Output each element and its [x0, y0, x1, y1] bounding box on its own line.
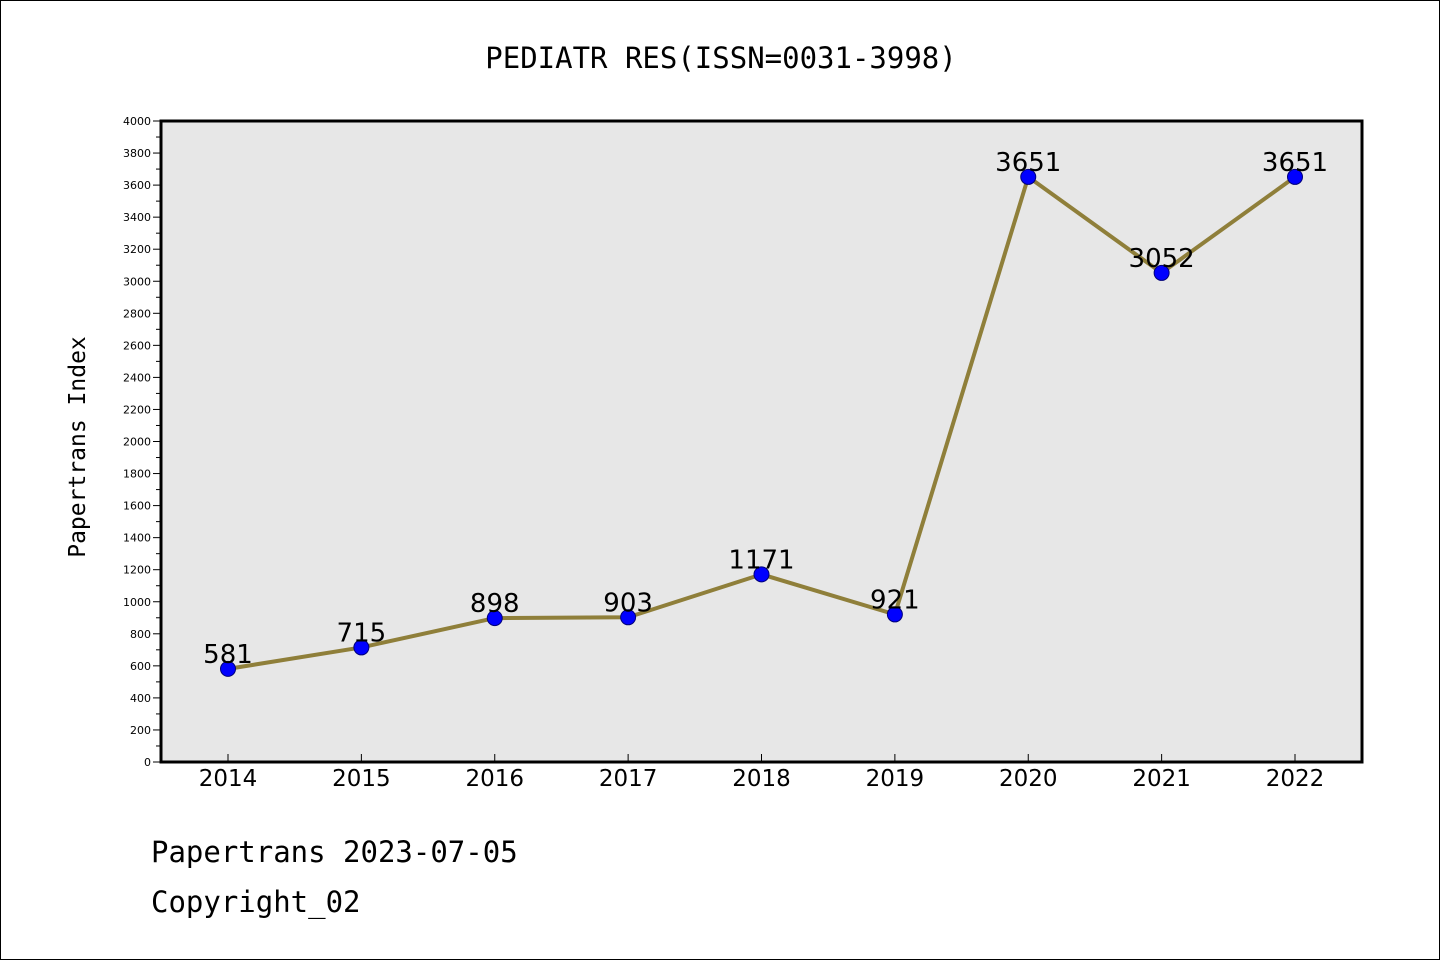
y-tick-label: 800 — [130, 628, 151, 641]
y-axis-label: Papertrans Index — [65, 336, 91, 558]
y-tick-label: 1800 — [123, 468, 151, 481]
y-tick-label: 1000 — [123, 596, 151, 609]
data-label: 903 — [603, 588, 653, 618]
plot-frame — [159, 119, 1364, 764]
data-label: 921 — [870, 585, 920, 615]
data-label: 1171 — [728, 545, 794, 575]
y-tick-label: 200 — [130, 724, 151, 737]
y-tick-label: 400 — [130, 692, 151, 705]
x-tick-label: 2014 — [199, 766, 258, 792]
footer-date: Papertrans 2023-07-05 — [151, 835, 518, 869]
data-label: 898 — [470, 589, 520, 619]
x-tick-label: 2015 — [332, 766, 391, 792]
data-point — [1020, 168, 1037, 185]
chart-title: PEDIATR RES(ISSN=0031-3998) — [485, 41, 956, 75]
x-tick-label: 2018 — [732, 766, 791, 792]
y-tick-label: 0 — [144, 756, 151, 769]
data-label: 3052 — [1129, 244, 1195, 274]
data-point — [620, 609, 637, 626]
y-tick-label: 2200 — [123, 403, 151, 416]
data-point — [1153, 264, 1170, 281]
data-label: 3651 — [1262, 148, 1328, 178]
data-label: 3651 — [995, 148, 1061, 178]
y-axis: 0 200 400 600 800 1000 1200 1400 1600 1800 2000 220… — [123, 115, 161, 769]
y-tick-label: 3600 — [123, 179, 151, 192]
x-tick-label: 2016 — [465, 766, 524, 792]
data-point — [486, 610, 503, 627]
y-tick-label: 3000 — [123, 275, 151, 288]
y-tick-label: 1200 — [123, 564, 151, 577]
y-tick-label: 1400 — [123, 532, 151, 545]
y-tick-label: 1600 — [123, 500, 151, 513]
data-markers — [220, 168, 1303, 677]
x-tick-label: 2022 — [1266, 766, 1325, 792]
y-tick-label: 2000 — [123, 436, 151, 449]
y-tick-label: 2400 — [123, 371, 151, 384]
data-point — [753, 566, 770, 583]
data-point — [220, 660, 236, 677]
y-tick-label: 600 — [130, 660, 151, 673]
y-tick-label: 4000 — [123, 115, 151, 128]
y-tick-label: 3800 — [123, 147, 151, 160]
footer-copyright: Copyright_02 — [151, 885, 361, 919]
data-point — [886, 606, 903, 623]
x-tick-label: 2019 — [866, 766, 925, 792]
data-label: 715 — [337, 618, 387, 648]
y-tick-label: 3400 — [123, 211, 151, 224]
data-labels: 581 715 898 903 1171 921 3651 3052 3651 — [203, 148, 1328, 670]
x-tick-label: 2020 — [999, 766, 1058, 792]
plot-area — [161, 121, 1362, 762]
data-point — [353, 639, 370, 656]
y-tick-label: 3200 — [123, 243, 151, 256]
data-label: 581 — [203, 640, 253, 670]
y-tick-label: 2600 — [123, 339, 151, 352]
x-axis: 2014 2015 2016 2017 2018 2019 2020 2021 2022 — [199, 754, 1325, 792]
data-point — [1287, 168, 1303, 185]
x-tick-label: 2021 — [1132, 766, 1191, 792]
x-tick-label: 2017 — [599, 766, 658, 792]
y-tick-label: 2800 — [123, 307, 151, 320]
